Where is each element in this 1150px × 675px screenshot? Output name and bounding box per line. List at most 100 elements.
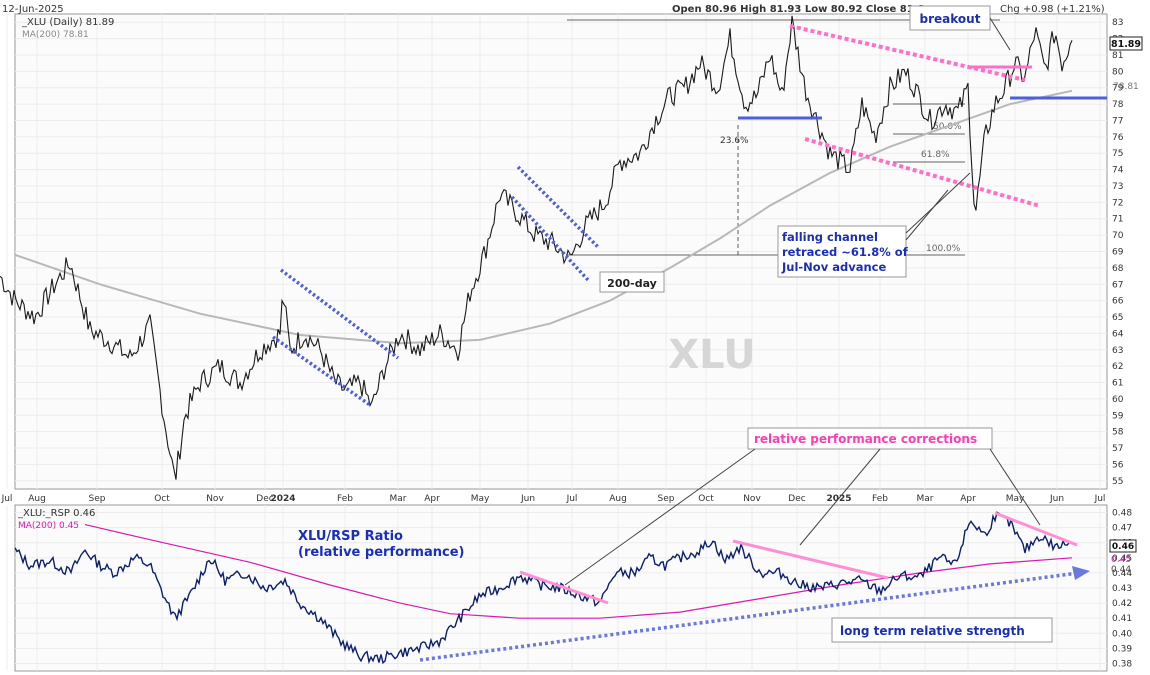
y-tick-label: 83 xyxy=(1112,18,1123,28)
y-tick-label: 0.40 xyxy=(1112,629,1132,639)
upper-y-axis: 55 56 57 58 59 60 61 62 63 64 65 66 67 68 69 70 71 72 73 74… xyxy=(1112,18,1124,487)
ma200-label: 200-day xyxy=(607,277,657,290)
ratio-line xyxy=(14,511,1070,665)
y-tick-label: 75 xyxy=(1112,149,1123,159)
y-tick-label: 77 xyxy=(1112,116,1123,126)
lt-rs-label: long term relative strength xyxy=(840,624,1025,638)
pink-channel-bottom xyxy=(804,137,1041,208)
y-tick-label: 57 xyxy=(1112,444,1123,454)
y-tick-label: 58 xyxy=(1112,428,1124,438)
ohlc-readout: Open 80.96 High 81.93 Low 80.92 Close 81… xyxy=(672,4,924,15)
x-tick-label: May xyxy=(1006,494,1025,504)
correction-line-1 xyxy=(519,570,609,605)
channel-pointer-2 xyxy=(905,189,949,241)
ratio-ma200-line xyxy=(84,524,1073,619)
last-price-tag xyxy=(1109,36,1143,51)
x-tick-label: Aug xyxy=(28,494,46,504)
ratio-ma-last-value: 0.45 xyxy=(1111,555,1131,565)
ratio-low-value: 0.44 xyxy=(1111,565,1131,575)
y-tick-label: 0.39 xyxy=(1112,644,1132,654)
y-tick-label: 0.41 xyxy=(1112,614,1132,624)
y-tick-label: 0.48 xyxy=(1112,509,1132,519)
x-tick-label: Feb xyxy=(337,494,353,504)
x-tick-label: Jun xyxy=(520,494,535,504)
breakout-label-box xyxy=(909,5,991,31)
channel-label-line2: retraced ~61.8% of xyxy=(782,245,909,259)
y-tick-label: 63 xyxy=(1112,346,1123,356)
x-tick-label: Aug xyxy=(609,494,627,504)
x-tick-label: Apr xyxy=(424,494,440,504)
y-tick-label: 76 xyxy=(1112,133,1124,143)
x-tick-label: Jul xyxy=(1,494,13,504)
y-tick-label: 81 xyxy=(1112,51,1123,61)
y-tick-label: 0.47 xyxy=(1112,524,1132,534)
y-tick-label: 62 xyxy=(1112,362,1123,372)
y-tick-label: 73 xyxy=(1112,182,1123,192)
ratio-last-value: 0.46 xyxy=(1112,542,1134,552)
ma-series-label: MA(200) 78.81 xyxy=(22,30,89,40)
lt-rs-label-box xyxy=(831,617,1053,643)
lower-y-axis: 0.38 0.39 0.40 0.41 0.42 0.43 0.440.45 0.46 0.47… xyxy=(1112,509,1132,670)
rel-corr-label-box xyxy=(747,427,993,450)
channel-line-2a xyxy=(516,165,600,249)
x-tick-label: Jul xyxy=(566,494,578,504)
lt-rs-line xyxy=(419,571,1079,662)
y-tick-label: 0.43 xyxy=(1112,584,1132,594)
x-tick-label: Dec xyxy=(788,494,805,504)
x-tick-label: Apr xyxy=(960,494,976,504)
rel-corr-pointer-1 xyxy=(564,448,756,586)
lt-rs-arrowhead xyxy=(1072,566,1090,580)
x-tick-label: 2024 xyxy=(270,494,295,504)
channel-label-box xyxy=(777,225,907,278)
x-tick-label: Sep xyxy=(658,494,675,504)
y-tick-label: 60 xyxy=(1112,395,1124,405)
ratio-title-1: XLU/RSP Ratio xyxy=(298,529,403,544)
rel-corr-label: relative performance corrections xyxy=(754,432,977,446)
fib-618-label: 61.8% xyxy=(921,150,950,160)
y-tick-label: 80 xyxy=(1112,67,1124,77)
rel-corr-pointer-2 xyxy=(799,448,881,546)
y-tick-label: 68 xyxy=(1112,264,1124,274)
y-tick-label: 59 xyxy=(1112,411,1124,421)
ratio-title-2: (relative performance) xyxy=(298,545,464,560)
x-tick-label: Mar xyxy=(917,494,934,504)
rel-corr-pointer-3 xyxy=(989,448,1041,526)
chart-date: 12-Jun-2025 xyxy=(2,4,64,15)
y-tick-label: 67 xyxy=(1112,280,1123,290)
price-series-label: _XLU (Daily) 81.89 xyxy=(21,17,114,28)
channel-line-1a xyxy=(279,268,400,360)
y-tick-label: 70 xyxy=(1112,231,1124,241)
last-price-value: 81.89 xyxy=(1111,39,1141,50)
x-axis: Jul Aug Sep Oct Nov Dec 2024 Feb Mar Apr May Jun Jul… xyxy=(1,494,1106,504)
x-tick-label: Sep xyxy=(89,494,106,504)
y-tick-label: 64 xyxy=(1112,329,1124,339)
y-tick-label: 0.45 xyxy=(1112,554,1132,564)
ma-last-value: 78.81 xyxy=(1113,82,1139,92)
fib-236-label: 23.6% xyxy=(720,136,749,146)
channel-label-line1: falling channel xyxy=(782,230,878,244)
y-tick-label: 78 xyxy=(1112,100,1124,110)
y-tick-label: 0.38 xyxy=(1112,659,1132,669)
pink-channel-top xyxy=(789,24,1026,82)
x-tick-label: Oct xyxy=(154,494,170,504)
y-tick-label: 66 xyxy=(1112,297,1124,307)
price-line xyxy=(0,15,1073,480)
x-tick-label: Mar xyxy=(390,494,407,504)
correction-line-3 xyxy=(994,511,1078,547)
y-tick-label: 56 xyxy=(1112,460,1124,470)
y-tick-label: 71 xyxy=(1112,215,1123,225)
y-tick-label: 79 xyxy=(1112,84,1124,94)
x-tick-label: Jul xyxy=(1094,494,1106,504)
channel-pointer-1 xyxy=(905,172,971,234)
ma200-label-box xyxy=(599,271,665,293)
x-tick-label: Nov xyxy=(206,494,224,504)
channel-line-2b xyxy=(510,195,590,282)
ratio-last-tag xyxy=(1109,539,1137,553)
ratio-series-label: _XLU:_RSP 0.46 xyxy=(17,508,95,519)
correction-line-2 xyxy=(732,539,889,580)
y-tick-label: 74 xyxy=(1112,166,1124,176)
y-tick-label: 69 xyxy=(1112,248,1124,258)
y-tick-label: 0.42 xyxy=(1112,599,1132,609)
x-tick-label: Feb xyxy=(872,494,888,504)
